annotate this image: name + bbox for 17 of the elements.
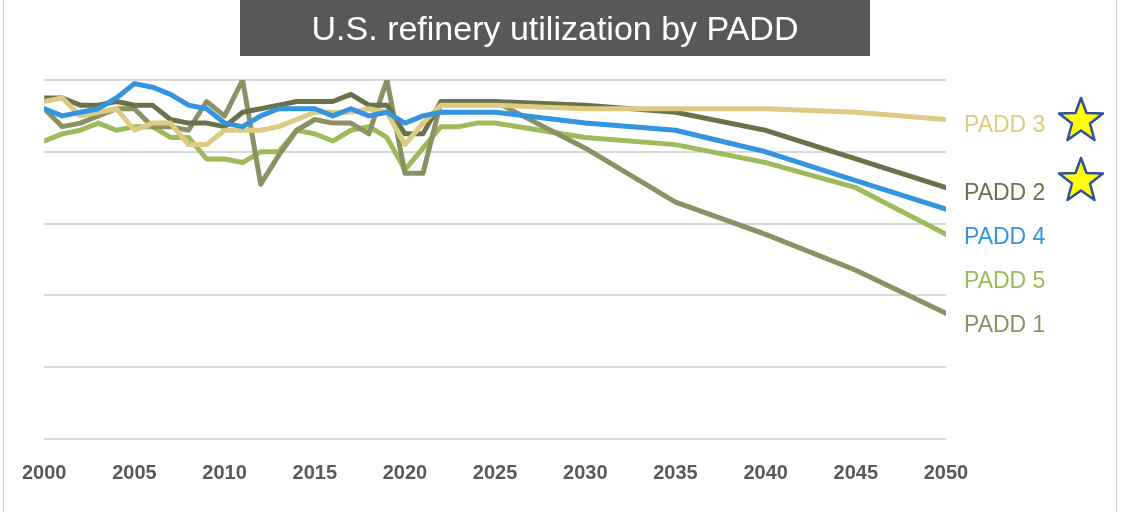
x-tick-label: 2040 [743,460,788,483]
series-label: PADD 2 [964,179,1046,206]
series-label: PADD 4 [964,223,1046,250]
x-tick-label: 2035 [653,460,698,483]
x-tick-label: 2010 [202,460,247,483]
chart-title: U.S. refinery utilization by PADD [240,0,870,56]
x-tick-label: 2045 [833,460,879,483]
x-tick-label: 2050 [923,460,969,483]
series-label: PADD 5 [964,267,1046,294]
x-tick-label: 2020 [382,460,428,483]
x-tick-label: 2025 [472,460,518,483]
x-tick-label: 2000 [22,460,67,483]
series-label: PADD 1 [964,311,1046,338]
x-tick-label: 2005 [112,460,157,483]
series-label: PADD 3 [964,110,1046,137]
x-tick-label: 2015 [292,460,338,483]
x-tick-label: 2030 [563,460,608,483]
